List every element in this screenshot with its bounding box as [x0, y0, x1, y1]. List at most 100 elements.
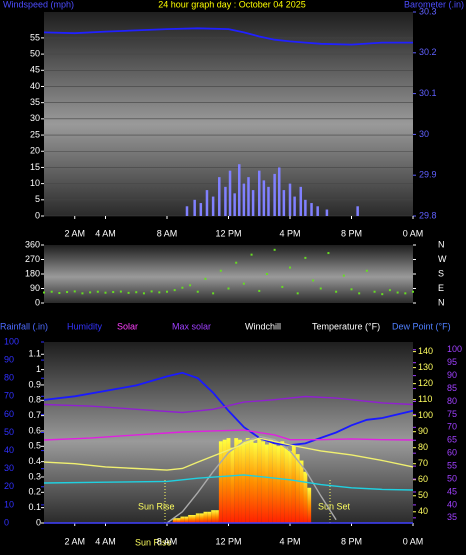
- bar: [253, 442, 258, 523]
- point: [181, 286, 184, 289]
- point: [342, 274, 345, 277]
- point: [119, 290, 122, 293]
- bar: [215, 510, 219, 523]
- y-tick-label: 20: [4, 481, 14, 491]
- y-tick-label: 80: [418, 442, 428, 452]
- bar: [280, 441, 285, 523]
- legend-entry: Windchill: [245, 321, 281, 331]
- bar: [261, 441, 266, 523]
- y-tick-label: 120: [418, 378, 433, 388]
- bar: [211, 196, 215, 216]
- legend-entry: Humidity: [67, 321, 103, 331]
- bar: [249, 439, 254, 523]
- bar: [228, 170, 232, 216]
- y-tick-label: 29.8: [419, 210, 437, 220]
- point: [150, 290, 153, 293]
- point: [373, 290, 376, 293]
- y-tick-label: 50: [418, 490, 428, 500]
- bar: [316, 206, 319, 216]
- y-tick-label: 20: [30, 146, 40, 156]
- y-tick-label: 360: [25, 239, 40, 249]
- y-tick-label: 40: [418, 506, 428, 516]
- y-tick-label: 100: [4, 336, 19, 346]
- y-tick-label: 0.1: [28, 502, 41, 512]
- y-tick-label: 0: [35, 210, 40, 220]
- point: [350, 288, 353, 291]
- y-tick-label: 30.3: [419, 6, 437, 16]
- point: [319, 287, 322, 290]
- point: [96, 290, 99, 293]
- x-tick-label: 12 PM: [215, 228, 241, 238]
- y-tick-label: 40: [30, 81, 40, 91]
- point: [242, 282, 245, 285]
- y-tick-label: 70: [4, 391, 14, 401]
- bar: [191, 514, 196, 523]
- point: [312, 279, 315, 282]
- y-tick-label: 180: [25, 268, 40, 278]
- y-tick-label: 0.4: [28, 456, 41, 466]
- point: [196, 290, 199, 293]
- x-tick-label: 0 AM: [403, 536, 424, 546]
- x-tick-label: 4 AM: [95, 228, 116, 238]
- bar: [257, 438, 262, 523]
- bar: [218, 177, 221, 216]
- bar: [310, 203, 313, 216]
- annotation: Sun Rise: [135, 537, 172, 547]
- y-tick-label: 30: [419, 129, 429, 139]
- point: [104, 291, 107, 294]
- point: [204, 277, 207, 280]
- y-tick-label: 65: [447, 435, 457, 445]
- point: [304, 256, 307, 259]
- bar: [304, 199, 307, 216]
- bar: [299, 460, 304, 523]
- y-tick-label: N: [438, 297, 445, 307]
- point: [396, 291, 399, 294]
- y-tick-label: 100: [447, 344, 462, 354]
- bar: [224, 186, 227, 216]
- y-tick-label: 50: [30, 48, 40, 58]
- y-tick-label: 5: [35, 194, 40, 204]
- legend-entry: Max solar: [172, 321, 211, 331]
- series-line: [166, 435, 337, 524]
- y-tick-label: 35: [447, 512, 457, 522]
- bar: [241, 441, 246, 523]
- x-tick-label: 12 PM: [215, 536, 241, 546]
- y-tick-label: 60: [447, 448, 457, 458]
- y-tick-label: 90: [418, 426, 428, 436]
- y-tick-label: 1.1: [28, 349, 41, 359]
- y-tick-label: 10: [30, 178, 40, 188]
- point: [265, 273, 268, 275]
- x-tick-label: 8 AM: [157, 536, 178, 546]
- y-tick-label: W: [438, 254, 447, 264]
- point: [112, 291, 115, 294]
- y-tick-label: 270: [25, 254, 40, 264]
- point: [50, 290, 53, 293]
- point: [296, 292, 299, 295]
- bar: [276, 446, 281, 523]
- bar: [273, 173, 276, 216]
- point: [381, 293, 384, 296]
- x-tick-label: 8 AM: [157, 228, 178, 238]
- x-tick-label: 4 AM: [95, 536, 116, 546]
- point: [73, 290, 76, 293]
- bar: [307, 487, 312, 523]
- point: [327, 252, 330, 255]
- point: [166, 290, 168, 293]
- y-tick-label: 0: [36, 517, 41, 527]
- point: [358, 292, 361, 295]
- x-tick-label: 8 PM: [341, 536, 362, 546]
- point: [273, 248, 276, 251]
- bar: [293, 196, 296, 216]
- point: [189, 284, 192, 287]
- bar: [288, 183, 292, 216]
- bar: [185, 206, 189, 216]
- y-tick-label: 29.9: [419, 170, 437, 180]
- point: [258, 289, 261, 292]
- y-tick-label: 55: [447, 460, 457, 470]
- x-tick-label: 2 AM: [64, 536, 85, 546]
- bar: [295, 454, 300, 523]
- y-tick-label: 85: [447, 383, 457, 393]
- chart-title: 24 hour graph day : October 04 2025: [158, 0, 306, 9]
